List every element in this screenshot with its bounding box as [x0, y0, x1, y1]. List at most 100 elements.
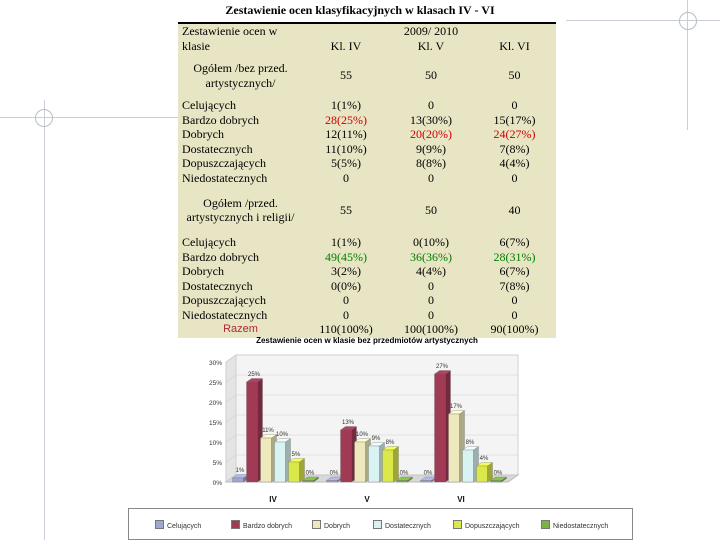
y-tick-label: 5%: [213, 460, 223, 467]
bar: [476, 465, 488, 483]
data-label: 11%: [262, 428, 274, 434]
legend-swatch: [231, 520, 240, 529]
row-label: Dopuszczających: [182, 156, 266, 170]
gridline: [225, 414, 518, 423]
y-tick-label: 20%: [209, 400, 222, 407]
table-row: Dobrych 3(2%) 4(4%) 6(7%): [178, 264, 556, 279]
bar: [232, 477, 244, 483]
cell: 1(1%): [331, 235, 361, 249]
cell: 0(0%): [331, 278, 361, 293]
row-label: Dobrych: [182, 264, 224, 278]
cell: 8(8%): [416, 156, 446, 170]
class-header: 2009/ 2010 Kl. V: [389, 22, 473, 53]
decorative-circle: [35, 109, 53, 127]
cell: 0: [511, 170, 518, 185]
cell: 3(2%): [331, 264, 361, 278]
legend-label: Celujących: [167, 523, 202, 530]
bar: [274, 441, 286, 483]
cell-highlight: 49(45%): [325, 249, 367, 264]
bar: [302, 480, 314, 483]
y-tick-label: 10%: [209, 440, 222, 447]
data-label: 10%: [276, 432, 289, 438]
row-label: Dobrych: [182, 127, 224, 141]
legend-swatch: [541, 520, 550, 529]
legend-swatch: [453, 520, 462, 529]
table-row-total: Razem 110(100%) 100(100%) 90(100%): [178, 322, 556, 337]
row-label: Dostatecznych: [182, 141, 253, 156]
cell-highlight: 28(31%): [493, 249, 536, 264]
data-label: 0%: [400, 471, 409, 477]
data-label: 0%: [306, 471, 315, 477]
section-total: 55: [340, 202, 352, 217]
cell: 0: [343, 170, 349, 185]
corner-label: Zestawienie ocen w klasie: [178, 22, 303, 53]
bar: [288, 461, 300, 483]
chart-title: Zestawienie ocen w klasie bez przedmiotó…: [256, 336, 478, 345]
data-label: 25%: [248, 372, 261, 378]
y-tick-label: 0%: [213, 480, 223, 487]
bar: [434, 373, 446, 483]
cell: 0: [343, 307, 349, 322]
class-header: Kl. IV: [303, 22, 389, 53]
year-label: 2009/ 2010: [403, 24, 459, 38]
row-label: Dopuszczających: [182, 293, 266, 307]
total-cell: 100(100%): [404, 322, 458, 336]
data-label: 17%: [450, 404, 463, 410]
bar-side: [393, 446, 399, 483]
row-label: Niedostatecznych: [182, 170, 268, 185]
cell: 5(5%): [331, 156, 361, 170]
bar: [260, 437, 272, 483]
row-label: Bardzo dobrych: [182, 112, 259, 127]
bar: [462, 449, 474, 483]
bar: [382, 449, 394, 483]
cell: 7(8%): [499, 278, 530, 293]
gridline: [225, 374, 518, 383]
total-label: Razem: [223, 323, 258, 335]
legend-entry: Niedostatecznych: [541, 520, 608, 530]
legend-label: Dopuszczających: [465, 523, 520, 530]
bar: [490, 480, 502, 483]
y-tick-label: 25%: [209, 380, 222, 387]
bar: [420, 480, 432, 483]
cell: 0: [511, 293, 518, 307]
legend-entry: Dopuszczających: [453, 520, 519, 530]
table-row: Dopuszczających 5(5%) 8(8%) 4(4%): [178, 156, 556, 171]
legend-swatch: [155, 520, 164, 529]
section-label: Ogółem /przed. artystycznych i religii/: [186, 195, 295, 225]
cell: 0: [428, 278, 434, 293]
data-label: 8%: [386, 440, 395, 446]
bar: [246, 381, 258, 483]
table-row: Celujących 1(1%) 0 0: [178, 98, 556, 113]
data-label: 9%: [372, 436, 381, 442]
cell: 6(7%): [499, 235, 530, 249]
legend-swatch: [312, 520, 321, 529]
section-total: 55: [340, 68, 352, 83]
cell: 7(8%): [499, 141, 530, 156]
gridline: [225, 394, 518, 403]
legend-entry: Celujących: [155, 520, 201, 530]
data-label: 4%: [480, 456, 489, 462]
total-cell: 90(100%): [490, 322, 539, 336]
row-label: Niedostatecznych: [182, 307, 268, 322]
section-total: 50: [425, 202, 437, 217]
decorative-line: [687, 0, 688, 130]
bar: [368, 445, 380, 483]
cell-highlight: 24(27%): [493, 127, 536, 141]
row-label: Dostatecznych: [182, 278, 253, 293]
cell: 11(10%): [325, 141, 367, 156]
cell: 0: [428, 307, 434, 322]
data-label: 27%: [436, 364, 449, 370]
data-label: 1%: [236, 468, 245, 474]
bar-chart: Zestawienie ocen w klasie bez przedmiotó…: [178, 332, 556, 507]
cell: 1(1%): [331, 98, 361, 112]
table-row: Bardzo dobrych 28(25%) 13(30%) 15(17%): [178, 113, 556, 128]
cell: 4(4%): [416, 264, 446, 278]
data-label: 0%: [330, 471, 339, 477]
legend-label: Dobrych: [324, 523, 351, 530]
cell: 0: [511, 98, 518, 112]
bar: [396, 480, 408, 483]
section-total: 50: [425, 68, 437, 83]
cell: 4(4%): [499, 156, 530, 170]
table-row: Niedostatecznych 0 0 0: [178, 308, 556, 323]
decorative-line: [566, 20, 720, 21]
